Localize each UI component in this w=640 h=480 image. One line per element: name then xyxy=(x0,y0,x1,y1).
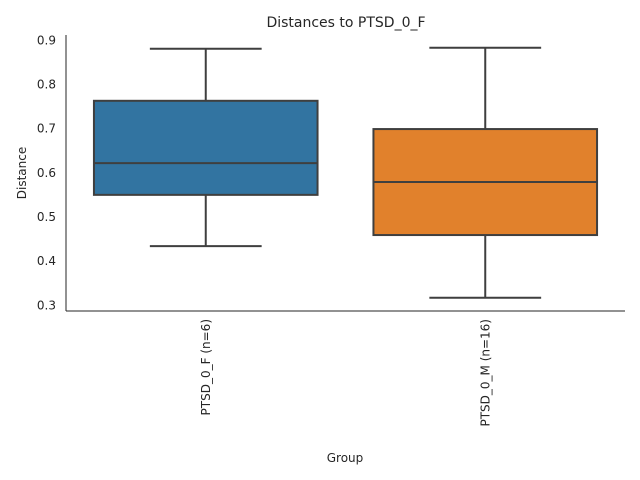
y-tick-label: 0.8 xyxy=(37,78,56,92)
y-tick-label: 0.9 xyxy=(37,33,56,47)
y-tick-label: 0.7 xyxy=(37,122,56,136)
y-tick-label: 0.5 xyxy=(37,210,56,224)
chart-title: Distances to PTSD_0_F xyxy=(266,15,425,31)
y-axis-label: Distance xyxy=(15,147,29,199)
iqr-box xyxy=(92,99,319,196)
y-tick-label: 0.6 xyxy=(37,166,56,180)
x-tick-label: PTSD_0_M (n=16) xyxy=(478,319,492,427)
y-tick-label: 0.4 xyxy=(37,254,56,268)
x-axis-label: Group xyxy=(327,451,364,465)
box-1 xyxy=(372,46,599,299)
x-tick-label: PTSD_0_F (n=6) xyxy=(199,319,213,415)
y-tick-label: 0.3 xyxy=(37,298,56,312)
box-0 xyxy=(92,47,319,248)
